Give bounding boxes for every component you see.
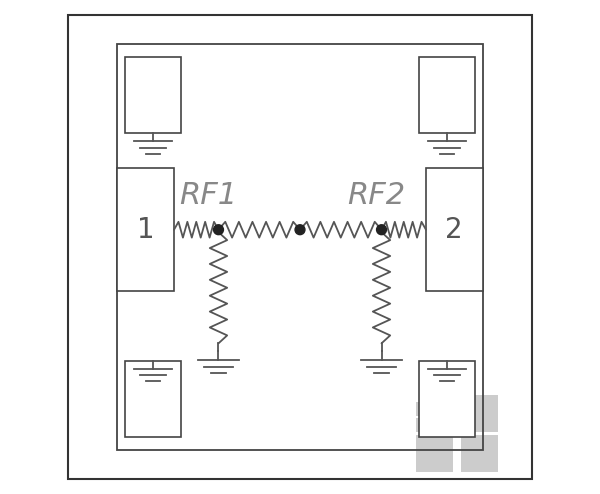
Bar — [125, 361, 181, 437]
Bar — [433, 402, 446, 416]
Bar — [461, 395, 497, 432]
Bar — [416, 418, 430, 432]
Bar — [419, 361, 475, 437]
Circle shape — [295, 225, 305, 235]
Bar — [426, 168, 483, 291]
Text: RF2: RF2 — [347, 181, 405, 209]
Bar — [117, 44, 483, 450]
Text: 2: 2 — [445, 216, 463, 244]
Bar — [419, 57, 475, 133]
Bar — [416, 435, 453, 472]
Text: RF1: RF1 — [179, 181, 237, 209]
Text: 1: 1 — [137, 216, 155, 244]
Circle shape — [214, 225, 223, 235]
Bar — [117, 168, 174, 291]
Bar — [433, 418, 446, 432]
Bar — [461, 435, 497, 472]
Bar — [416, 402, 430, 416]
Circle shape — [377, 225, 386, 235]
Bar — [125, 57, 181, 133]
